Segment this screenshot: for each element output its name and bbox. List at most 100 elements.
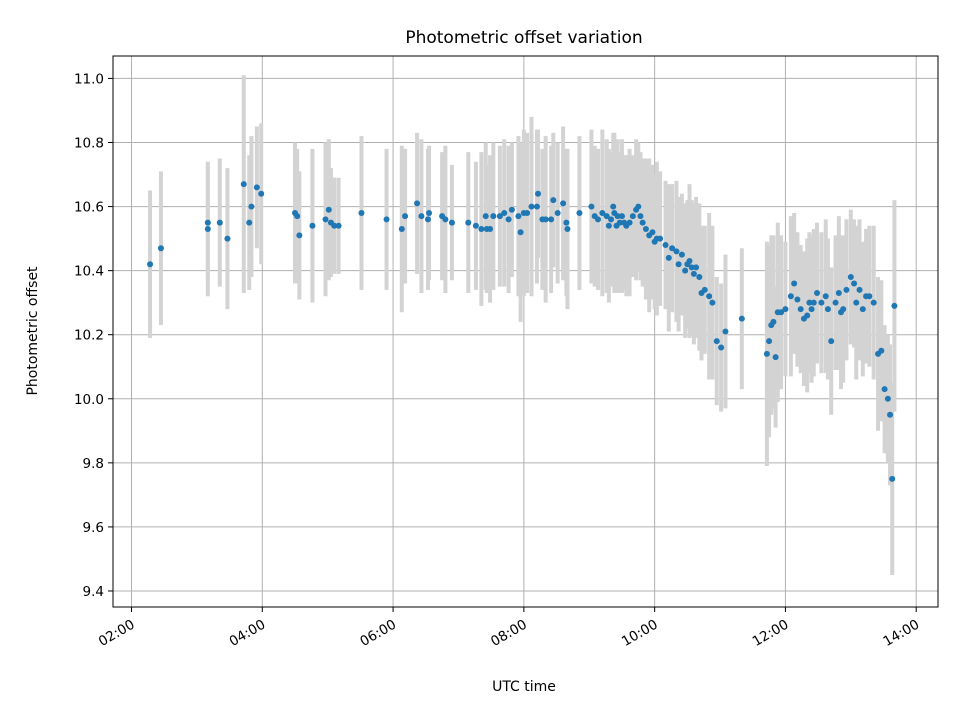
data-point <box>487 225 494 232</box>
data-point <box>804 312 811 319</box>
data-point <box>629 213 636 220</box>
data-point <box>402 213 409 220</box>
data-point <box>383 216 390 223</box>
data-point <box>524 209 531 216</box>
data-point <box>490 213 497 220</box>
data-point <box>246 219 253 226</box>
data-point <box>258 190 265 197</box>
data-point <box>608 216 615 223</box>
data-point <box>808 306 815 313</box>
data-point <box>832 299 839 306</box>
data-point <box>693 264 700 271</box>
data-point <box>675 261 682 268</box>
data-point <box>887 411 894 418</box>
data-point <box>891 302 898 309</box>
data-point <box>157 245 164 252</box>
data-point <box>682 267 689 274</box>
data-point <box>296 232 303 239</box>
data-point <box>797 306 804 313</box>
data-point <box>770 318 777 325</box>
data-point <box>766 338 773 345</box>
data-point <box>478 225 485 232</box>
data-point <box>778 309 785 316</box>
data-point <box>576 209 583 216</box>
data-point <box>718 344 725 351</box>
data-point <box>665 254 672 261</box>
data-point <box>515 213 522 220</box>
data-point <box>814 290 821 297</box>
x-axis-label: UTC time <box>492 679 556 695</box>
data-point <box>418 213 425 220</box>
data-point <box>662 242 669 249</box>
data-point <box>669 245 676 252</box>
data-point <box>649 229 656 236</box>
data-point <box>853 299 860 306</box>
data-point <box>204 225 211 232</box>
data-point <box>856 286 863 293</box>
data-point <box>548 216 555 223</box>
data-point <box>782 306 789 313</box>
data-point <box>554 209 561 216</box>
data-point <box>772 354 779 361</box>
data-point <box>426 209 433 216</box>
y-tick-label: 10.8 <box>74 135 104 151</box>
data-point <box>706 293 713 300</box>
plot-frame <box>112 55 939 608</box>
data-point <box>688 264 695 271</box>
data-point <box>564 225 571 232</box>
data-point <box>884 395 891 402</box>
data-point <box>253 184 260 191</box>
data-point <box>216 219 223 226</box>
data-point <box>560 200 567 207</box>
data-point <box>424 216 431 223</box>
data-point <box>147 261 154 268</box>
data-point <box>533 203 540 210</box>
data-point <box>448 219 455 226</box>
data-point <box>824 306 831 313</box>
data-point <box>843 286 850 293</box>
data-point <box>881 386 888 393</box>
y-tick-label: 10.2 <box>74 328 104 344</box>
data-point <box>542 216 549 223</box>
data-point <box>605 222 612 229</box>
data-point <box>639 219 646 226</box>
data-point <box>472 222 479 229</box>
data-point <box>713 338 720 345</box>
data-point <box>335 222 342 229</box>
data-point <box>442 216 449 223</box>
y-axis-label: Photometric offset <box>25 266 41 396</box>
y-axis: 9.4 9.6 9.8 10.0 10.2 10.4 10.6 10.8 11.0 <box>74 71 113 600</box>
data-point <box>204 219 211 226</box>
data-point <box>889 475 896 482</box>
data-point <box>673 248 680 255</box>
data-point <box>331 222 338 229</box>
data-point <box>851 280 858 287</box>
data-point <box>528 203 535 210</box>
data-point <box>657 235 664 242</box>
data-point <box>701 286 708 293</box>
data-point <box>618 213 625 220</box>
data-point <box>859 306 866 313</box>
data-point <box>599 209 606 216</box>
data-point <box>535 190 542 197</box>
data-point <box>642 225 649 232</box>
data-point <box>309 222 316 229</box>
data-point <box>465 219 472 226</box>
data-point <box>635 203 642 210</box>
data-point <box>224 235 231 242</box>
data-point <box>828 338 835 345</box>
data-point <box>791 280 798 287</box>
data-point <box>248 203 255 210</box>
data-point <box>501 209 508 216</box>
data-point <box>738 315 745 322</box>
y-tick-label: 10.4 <box>74 264 104 280</box>
data-point <box>614 213 621 220</box>
data-point <box>563 219 570 226</box>
data-point <box>822 293 829 300</box>
data-point <box>690 270 697 277</box>
data-point <box>806 299 813 306</box>
data-point <box>709 299 716 306</box>
data-point <box>505 216 512 223</box>
data-point <box>610 203 617 210</box>
